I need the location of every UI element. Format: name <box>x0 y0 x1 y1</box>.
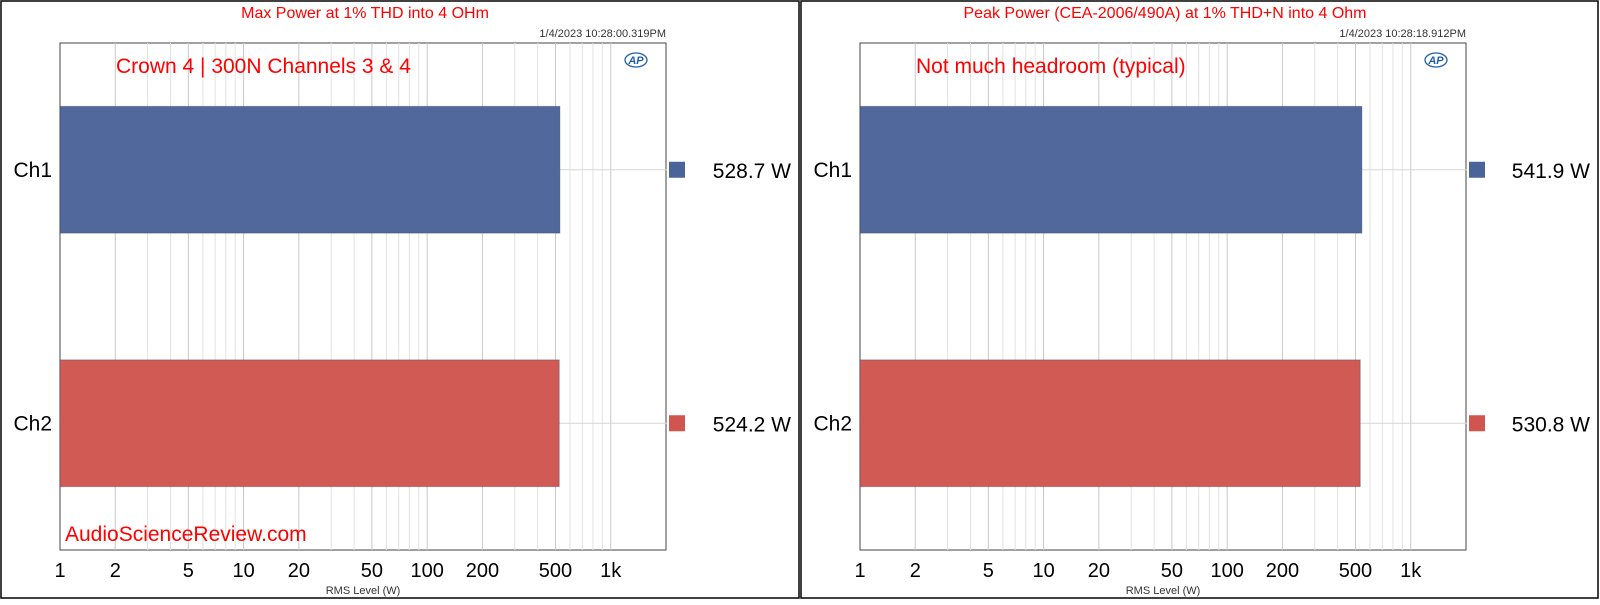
category-label: Ch2 <box>813 412 852 435</box>
bar-ch2 <box>859 359 1361 488</box>
category-label: Ch1 <box>13 159 52 182</box>
x-tick-label: 500 <box>539 560 572 582</box>
x-tick-label: 100 <box>1210 560 1243 582</box>
chart-title: Max Power at 1% THD into 4 OHm <box>241 5 489 22</box>
x-tick-label: 1 <box>854 560 865 582</box>
x-tick-label: 50 <box>361 560 383 582</box>
bar-ch1 <box>59 105 561 234</box>
timestamp: 1/4/2023 10:28:18.912PM <box>1339 28 1466 40</box>
legend-swatch <box>1469 415 1485 432</box>
legend-swatch <box>1469 161 1485 178</box>
chart-annotation: Not much headroom (typical) <box>916 55 1186 78</box>
value-label: 528.7 W <box>713 160 791 183</box>
x-tick-label: 200 <box>466 560 499 582</box>
x-tick-label: 5 <box>983 560 994 582</box>
x-tick-label: 500 <box>1339 560 1372 582</box>
ap-logo-text: AP <box>1427 55 1444 67</box>
ap-logo-icon: AP <box>1424 52 1448 68</box>
timestamp: 1/4/2023 10:28:00.319PM <box>539 28 666 40</box>
chart-panel-1: Ch1 528.7 W Ch2 524.2 W 1 2 5 10 20 50 100 200 500 1k… <box>0 0 800 599</box>
bar-ch1 <box>859 105 1363 234</box>
x-axis-title: RMS Level (W) <box>1126 585 1201 597</box>
x-tick-labels: 1 2 5 10 20 50 100 200 500 1k <box>854 560 1422 582</box>
x-tick-labels: 1 2 5 10 20 50 100 200 500 1k <box>54 560 622 582</box>
x-tick-label: 1k <box>1400 560 1422 582</box>
x-tick-label: 10 <box>232 560 254 582</box>
x-tick-label: 2 <box>110 560 121 582</box>
x-tick-label: 100 <box>410 560 443 582</box>
x-tick-label: 20 <box>1088 560 1110 582</box>
ap-logo-text: AP <box>627 55 644 67</box>
chart-panel-2: Ch1 541.9 W Ch2 530.8 W 1 2 5 10 20 50 100 200 500 1k… <box>800 0 1599 599</box>
x-tick-label: 10 <box>1032 560 1054 582</box>
legend-swatch <box>669 161 685 178</box>
x-tick-label: 20 <box>288 560 310 582</box>
value-label: 530.8 W <box>1512 413 1590 436</box>
x-axis-title: RMS Level (W) <box>326 585 401 597</box>
ap-logo-ring <box>624 52 648 68</box>
chart-title: Peak Power (CEA-2006/490A) at 1% THD+N i… <box>964 5 1367 22</box>
x-tick-label: 5 <box>183 560 194 582</box>
x-tick-label: 1k <box>600 560 622 582</box>
x-tick-label: 1 <box>54 560 65 582</box>
chart-annotation: Crown 4 | 300N Channels 3 & 4 <box>116 55 411 78</box>
ap-logo-icon: AP <box>624 52 648 68</box>
watermark: AudioScienceReview.com <box>65 523 307 546</box>
category-label: Ch1 <box>813 159 852 182</box>
ap-logo-ring <box>1424 52 1448 68</box>
x-tick-label: 50 <box>1161 560 1183 582</box>
legend-swatch <box>669 415 685 432</box>
x-tick-label: 2 <box>910 560 921 582</box>
category-label: Ch2 <box>13 412 52 435</box>
bar-ch2 <box>59 359 560 488</box>
x-tick-label: 200 <box>1266 560 1299 582</box>
value-label: 541.9 W <box>1512 160 1590 183</box>
value-label: 524.2 W <box>713 413 791 436</box>
